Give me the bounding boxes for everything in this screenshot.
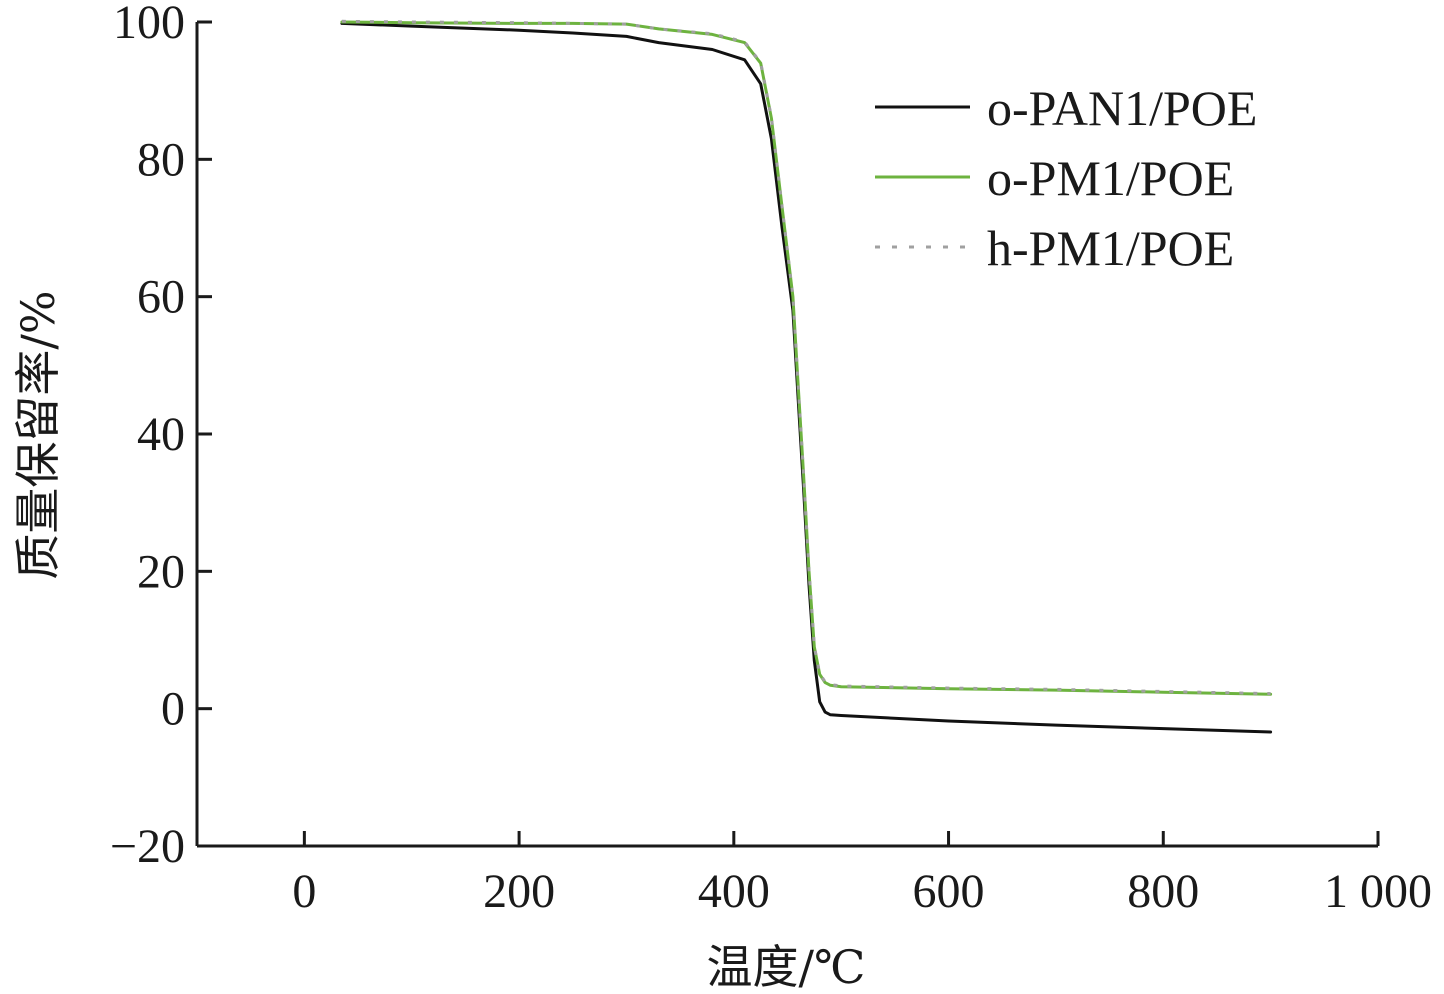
x-tick-label-4: 800 [1127, 865, 1199, 918]
legend-label-0: o-PAN1/POE [987, 80, 1257, 136]
y-tick-label-6: 100 [113, 0, 185, 49]
x-tick-label-0: 0 [292, 865, 316, 918]
y-tick-label-3: 40 [137, 408, 185, 461]
x-axis-ticks: 0 200 400 600 800 1 000 [292, 831, 1432, 918]
legend-item-2: h-PM1/POE [875, 220, 1234, 276]
y-tick-label-1: 0 [161, 683, 185, 736]
series-lines [340, 19, 1273, 734]
y-axis-title: 质量保留率/% [11, 290, 65, 579]
legend-item-1: o-PM1/POE [875, 150, 1234, 206]
legend-label-1: o-PM1/POE [987, 150, 1234, 206]
legend-label-2: h-PM1/POE [987, 220, 1234, 276]
axes [195, 22, 1378, 848]
y-tick-label-5: 80 [137, 133, 185, 186]
legend-item-0: o-PAN1/POE [875, 80, 1257, 136]
x-tick-label-5: 1 000 [1324, 865, 1432, 918]
x-tick-label-1: 200 [483, 865, 555, 918]
y-tick-label-0: −20 [110, 820, 185, 873]
y-tick-label-2: 20 [137, 545, 185, 598]
x-tick-label-2: 400 [698, 865, 770, 918]
x-tick-label-3: 600 [913, 865, 985, 918]
series-line-1 [340, 20, 1273, 696]
x-axis-title: 温度/℃ [707, 940, 866, 994]
y-axis-ticks: −20 0 20 40 60 80 100 [110, 0, 212, 873]
y-tick-label-4: 60 [137, 271, 185, 324]
legend: o-PAN1/POE o-PM1/POE h-PM1/POE [875, 80, 1257, 276]
